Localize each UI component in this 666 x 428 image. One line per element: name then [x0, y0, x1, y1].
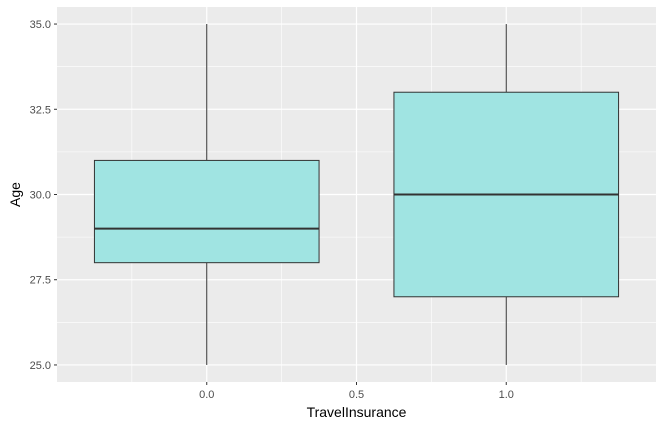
box-0	[93, 24, 320, 365]
y-axis-ticks: 25.0 27.5 30.0 32.5 35.0	[30, 19, 57, 372]
boxes-layer	[93, 24, 620, 365]
y-tick-label: 35.0	[30, 19, 51, 31]
x-tick-label: 0.0	[199, 389, 214, 401]
y-tick-label: 30.0	[30, 190, 51, 202]
box-iqr	[93, 159, 320, 264]
y-tick-label: 32.5	[30, 104, 51, 116]
box-1	[393, 24, 620, 365]
x-axis-ticks: 0.0 0.5 1.0	[199, 382, 514, 401]
y-tick-label: 27.5	[30, 275, 51, 287]
y-tick-label: 25.0	[30, 360, 51, 372]
x-tick-label: 1.0	[499, 389, 514, 401]
x-tick-label: 0.5	[349, 389, 364, 401]
y-axis-title: Age	[7, 182, 23, 207]
x-axis-title: TravelInsurance	[307, 404, 407, 420]
